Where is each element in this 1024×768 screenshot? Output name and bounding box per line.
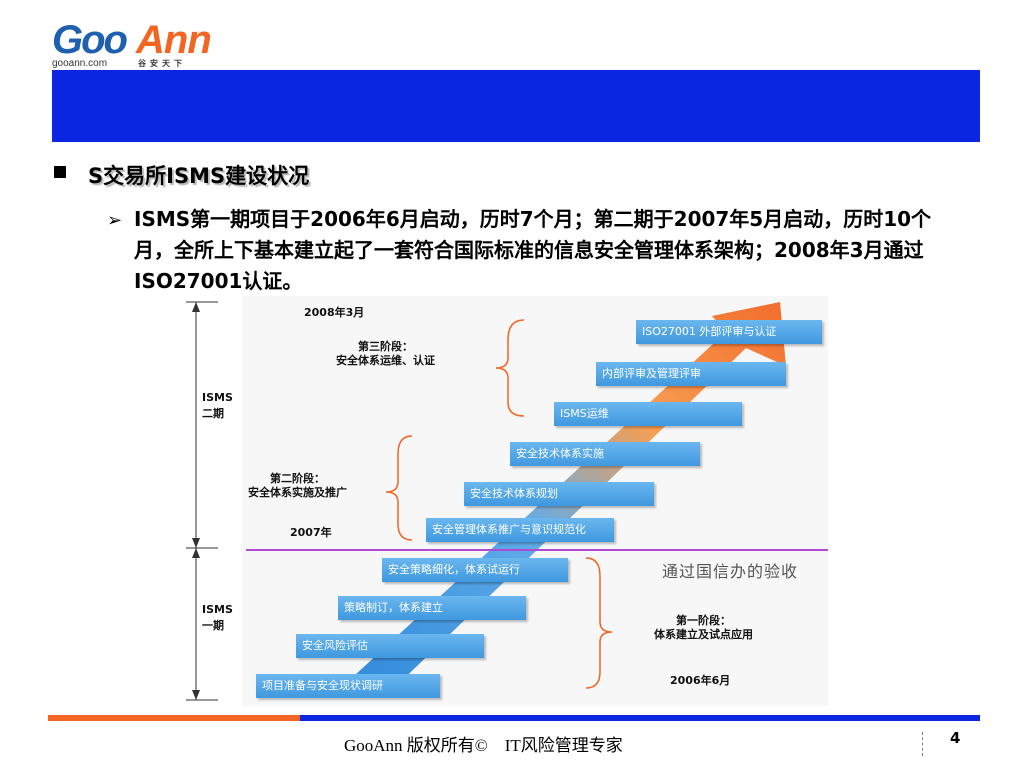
- square-bullet-icon: [54, 166, 66, 178]
- step-policy-refinement: 安全策略细化，体系试运行: [382, 558, 568, 582]
- step-risk-assessment: 安全风险评估: [296, 634, 484, 658]
- footer-copyright: GooAnn 版权所有© IT风险管理专家: [344, 736, 623, 755]
- footer-line-orange: [48, 715, 300, 721]
- stage1-label: 第一阶段： 体系建立及试点应用: [654, 614, 753, 641]
- step-tech-planning: 安全技术体系规划: [464, 482, 654, 506]
- step-project-preparation: 项目准备与安全现状调研: [256, 674, 440, 698]
- stage2-label: 第二阶段： 安全体系实施及推广: [248, 472, 347, 499]
- date-2008-03: 2008年3月: [304, 306, 365, 319]
- logo-chinese: 谷安天下: [138, 59, 186, 68]
- page-number: 4: [950, 729, 961, 747]
- isms-roadmap-diagram: 2008年3月 ISMS 二期 第三阶段： 安全体系运维、认证 第二阶段： 安全…: [186, 296, 828, 706]
- step-tech-implementation: 安全技术体系实施: [510, 442, 700, 466]
- gooann-logo: Goo Ann gooann.com 谷安天下: [52, 18, 222, 70]
- step-management-promotion: 安全管理体系推广与意识规范化: [426, 518, 614, 542]
- isms-phase2-label: ISMS 二期: [202, 391, 233, 420]
- footer-line-blue: [300, 715, 980, 721]
- date-2006-06: 2006年6月: [670, 674, 731, 687]
- section-title: S交易所ISMS建设状况: [88, 164, 310, 188]
- step-external-certification: ISO27001 外部评审与认证: [636, 320, 822, 344]
- step-isms-operation: ISMS运维: [554, 402, 742, 426]
- logo-text-ann: Ann: [136, 18, 212, 62]
- date-2007: 2007年: [290, 526, 332, 539]
- logo-text-goo: Goo: [52, 18, 128, 62]
- verification-label: 通过国信办的验收: [662, 562, 799, 581]
- body-paragraph: ISMS第一期项目于2006年6月启动，历时7个月；第二期于2007年5月启动，…: [134, 207, 932, 293]
- stage3-label: 第三阶段： 安全体系运维、认证: [336, 340, 435, 367]
- header-band: [52, 70, 980, 142]
- step-policy-establishment: 策略制订，体系建立: [338, 596, 526, 620]
- logo-url: gooann.com: [52, 58, 108, 69]
- arrow-bullet-icon: ➢: [107, 210, 123, 231]
- footer-divider: [922, 732, 923, 756]
- step-internal-review: 内部评审及管理评审: [596, 362, 786, 386]
- isms-phase1-label: ISMS 一期: [202, 603, 233, 632]
